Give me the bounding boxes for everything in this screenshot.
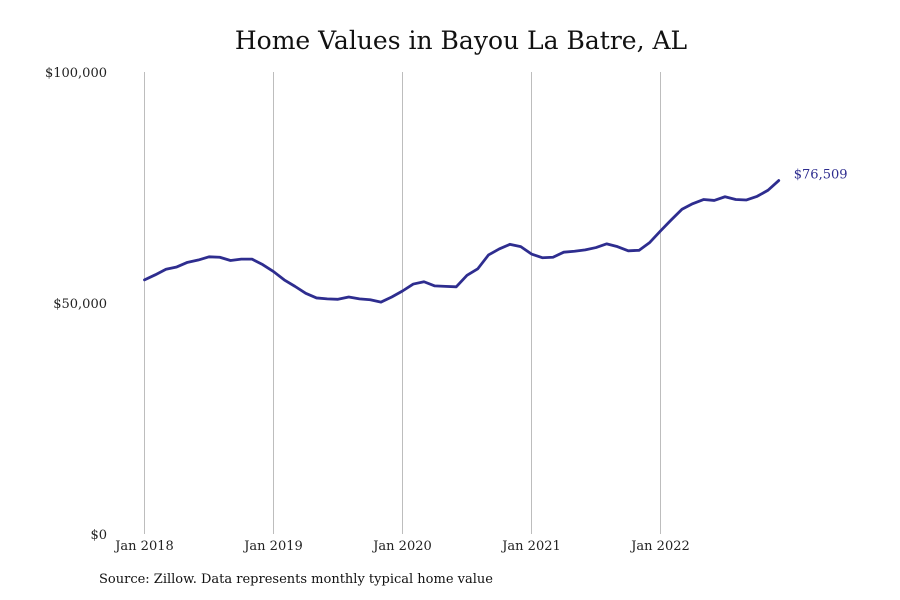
y-tick-label: $0	[90, 528, 107, 543]
y-tick-label: $100,000	[45, 66, 107, 81]
series-line	[143, 179, 781, 304]
y-tick-label: $50,000	[53, 297, 107, 312]
x-tick-label: Jan 2022	[629, 539, 690, 554]
x-tick-label: Jan 2018	[113, 539, 174, 554]
x-tick-label: Jan 2019	[242, 539, 303, 554]
end-value-label: $76,509	[794, 168, 848, 183]
chart-title: Home Values in Bayou La Batre, AL	[234, 26, 688, 55]
source-note: Source: Zillow. Data represents monthly …	[99, 572, 493, 587]
x-tick-label: Jan 2021	[500, 539, 561, 554]
x-tick-label: Jan 2020	[371, 539, 432, 554]
